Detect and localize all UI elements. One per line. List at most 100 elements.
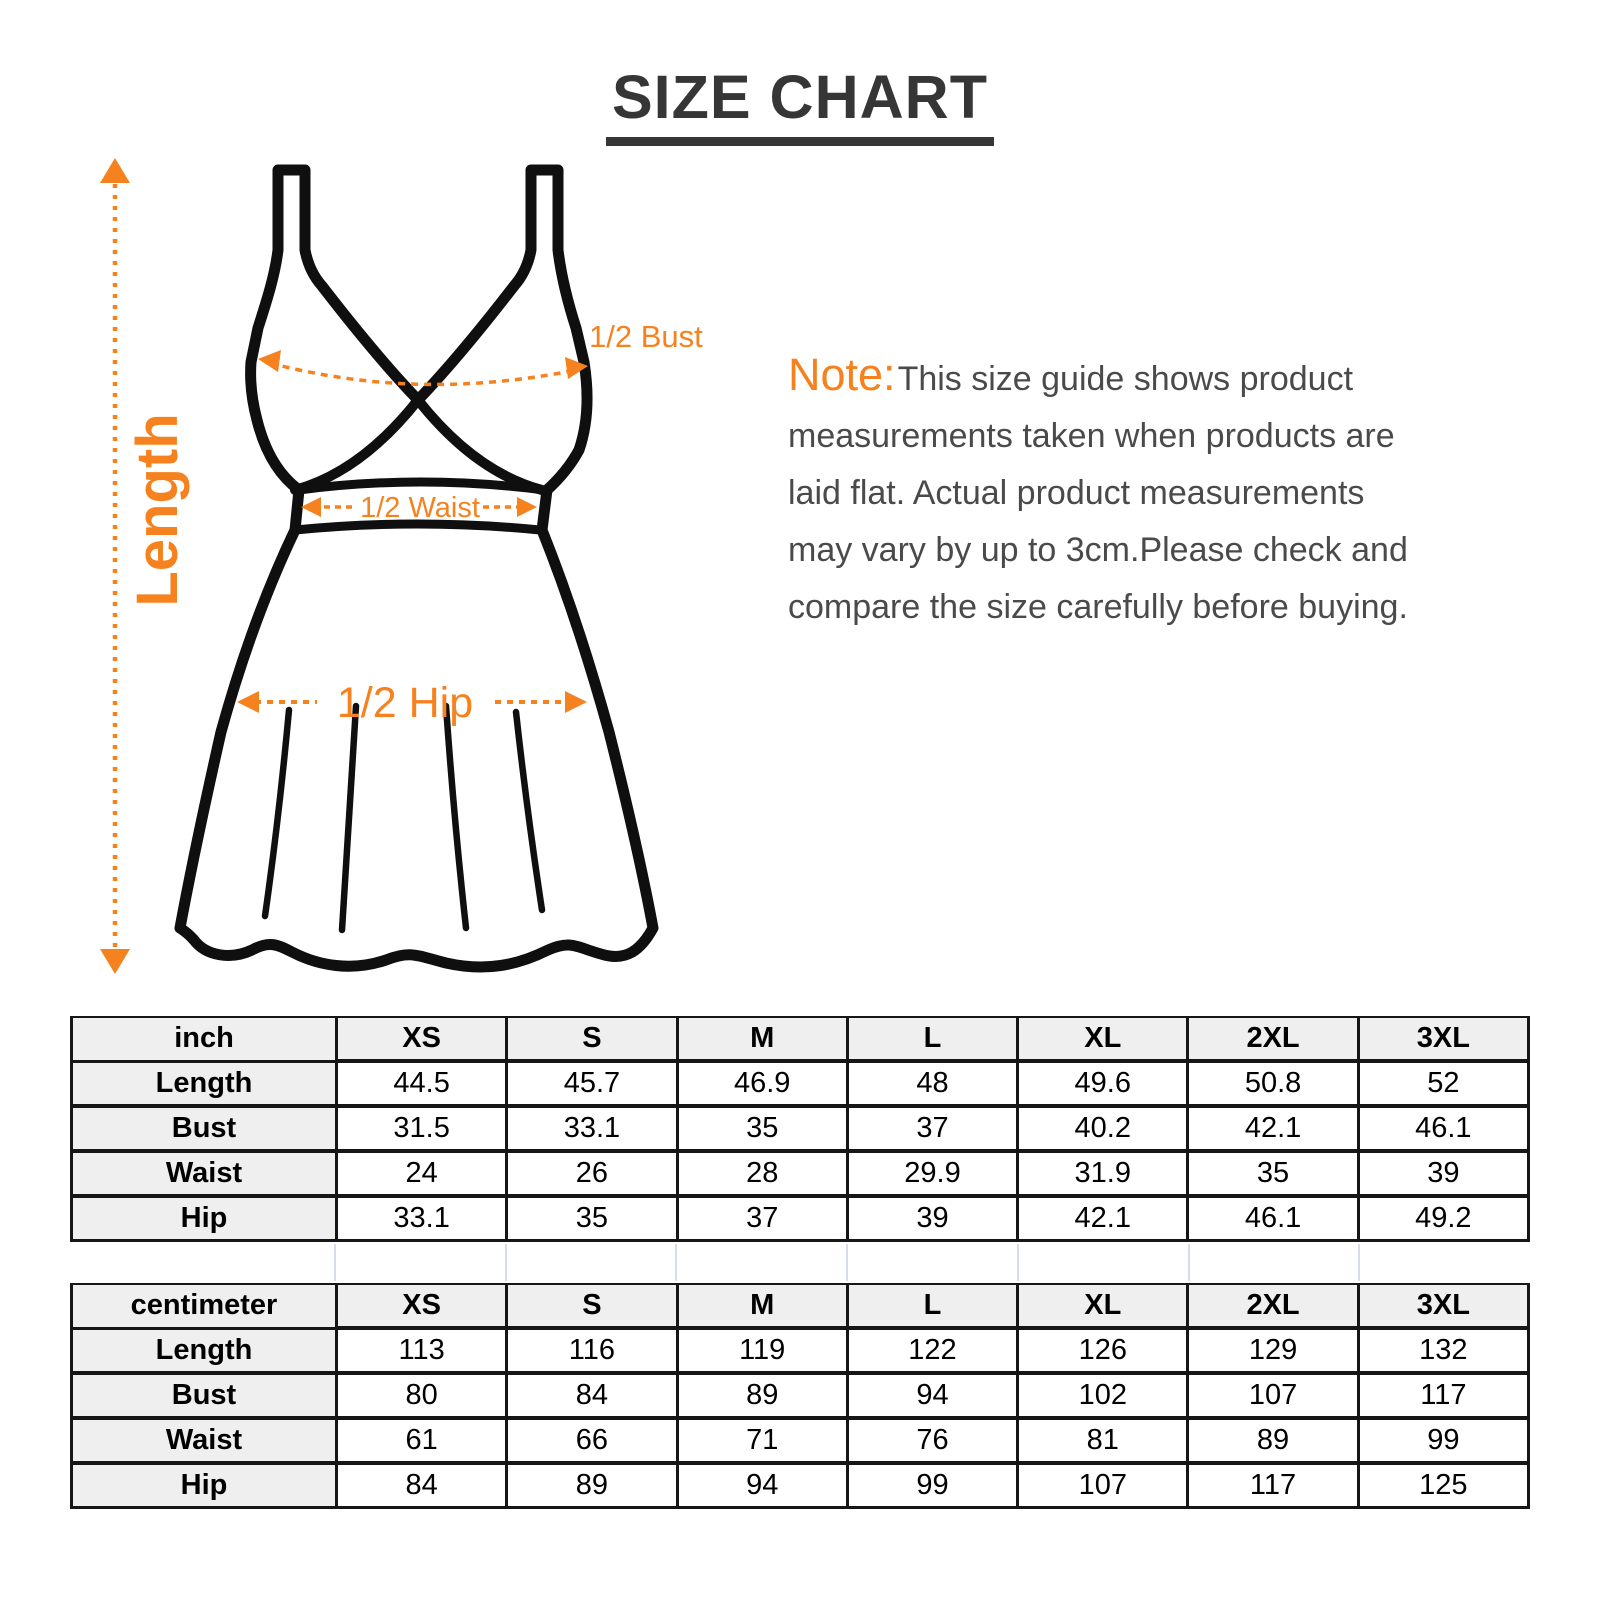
row-label-cell: Length bbox=[70, 1060, 338, 1108]
size-header-cell: XL bbox=[1016, 1283, 1190, 1330]
measurement-cell: 46.9 bbox=[675, 1059, 849, 1108]
gap-guide-line bbox=[334, 1244, 336, 1281]
row-label-cell: Bust bbox=[70, 1104, 338, 1153]
arrow-up-icon bbox=[100, 158, 130, 183]
measurement-cell: 48 bbox=[845, 1059, 1020, 1108]
arrow-down-icon bbox=[100, 949, 130, 974]
measurement-cell: 50.8 bbox=[1186, 1059, 1360, 1108]
row-label-cell: Waist bbox=[70, 1416, 338, 1465]
note-block: Note:This size guide shows product measu… bbox=[788, 346, 1548, 636]
dress-detail-lines bbox=[261, 281, 549, 934]
measurement-cell: 40.2 bbox=[1016, 1104, 1190, 1153]
measurement-cell: 29.9 bbox=[845, 1149, 1020, 1198]
measurement-cell: 113 bbox=[334, 1326, 509, 1375]
table-row: Hip 84 89 94 99 107 117 125 bbox=[70, 1461, 1531, 1509]
unit-header-cell: inch bbox=[70, 1016, 338, 1063]
measurement-cell: 89 bbox=[675, 1371, 849, 1420]
measurement-cell: 33.1 bbox=[505, 1104, 679, 1153]
arrow-right-icon bbox=[565, 357, 588, 379]
measurement-cell: 99 bbox=[845, 1461, 1020, 1509]
measurement-cell: 84 bbox=[505, 1371, 679, 1420]
skirt-pleat bbox=[512, 708, 546, 914]
size-header-cell: 3XL bbox=[1356, 1016, 1531, 1063]
arrow-left-icon bbox=[237, 691, 259, 713]
measurement-cell: 129 bbox=[1186, 1326, 1360, 1375]
measurement-cell: 99 bbox=[1356, 1416, 1531, 1465]
measurement-cell: 107 bbox=[1186, 1371, 1360, 1420]
measurement-cell: 117 bbox=[1356, 1371, 1531, 1420]
note-line: measurements taken when products are bbox=[788, 417, 1395, 455]
table-gap bbox=[70, 1244, 1530, 1281]
size-header-cell: L bbox=[845, 1283, 1020, 1330]
measurement-cell: 44.5 bbox=[334, 1059, 509, 1108]
neckline-right bbox=[290, 281, 519, 495]
measurement-cell: 33.1 bbox=[334, 1194, 509, 1242]
measurement-cell: 122 bbox=[845, 1326, 1020, 1375]
table-row: Bust 80 84 89 94 102 107 117 bbox=[70, 1371, 1531, 1420]
note-line: compare the size carefully before buying… bbox=[788, 588, 1408, 626]
measurement-cell: 132 bbox=[1356, 1326, 1531, 1375]
measurement-cell: 42.1 bbox=[1016, 1194, 1190, 1242]
arrow-right-icon bbox=[565, 691, 587, 713]
measurement-cell: 37 bbox=[845, 1104, 1020, 1153]
size-header-cell: S bbox=[505, 1283, 679, 1330]
table-row: Length 44.5 45.7 46.9 48 49.6 50.8 52 bbox=[70, 1059, 1531, 1108]
measurement-cell: 126 bbox=[1016, 1326, 1190, 1375]
measurement-cell: 107 bbox=[1016, 1461, 1190, 1509]
skirt-pleat bbox=[338, 702, 360, 934]
measurement-cell: 28 bbox=[675, 1149, 849, 1198]
measurement-cell: 35 bbox=[675, 1104, 849, 1153]
note-prefix: Note: bbox=[788, 349, 896, 400]
measurement-cell: 119 bbox=[675, 1326, 849, 1375]
table-row: Hip 33.1 35 37 39 42.1 46.1 49.2 bbox=[70, 1194, 1531, 1242]
page-title-text: SIZE CHART bbox=[606, 63, 994, 147]
row-label-cell: Waist bbox=[70, 1149, 338, 1198]
table-row: Waist 24 26 28 29.9 31.9 35 39 bbox=[70, 1149, 1531, 1198]
measurement-cell: 35 bbox=[505, 1194, 679, 1242]
arrow-left-icon bbox=[301, 497, 321, 517]
size-header-cell: 3XL bbox=[1356, 1283, 1531, 1330]
measurement-cell: 26 bbox=[505, 1149, 679, 1198]
waistband-top bbox=[294, 477, 549, 495]
measurement-cell: 116 bbox=[505, 1326, 679, 1375]
size-header-cell: M bbox=[675, 1016, 849, 1063]
arrow-left-icon bbox=[258, 350, 281, 372]
gap-guide-line bbox=[846, 1244, 849, 1281]
measurement-cell: 125 bbox=[1356, 1461, 1531, 1509]
gap-guide-line bbox=[1358, 1244, 1361, 1281]
waist-arrow bbox=[301, 497, 537, 517]
size-header-cell: XS bbox=[334, 1016, 509, 1063]
size-header-cell: XS bbox=[334, 1283, 509, 1330]
measurement-cell: 39 bbox=[1356, 1149, 1531, 1198]
measurement-cell: 94 bbox=[845, 1371, 1020, 1420]
measurement-cell: 39 bbox=[845, 1194, 1020, 1242]
measurement-cell: 76 bbox=[845, 1416, 1020, 1465]
measurement-cell: 94 bbox=[675, 1461, 849, 1509]
measurement-cell: 49.6 bbox=[1016, 1059, 1190, 1108]
measurement-cell: 89 bbox=[1186, 1416, 1360, 1465]
note-text: This size guide shows product bbox=[897, 360, 1354, 398]
gap-guide-line bbox=[1187, 1244, 1190, 1281]
table-inch: inch XS S M L XL 2XL 3XL Length 44.5 45.7 46.9 48 49.… bbox=[70, 1016, 1531, 1242]
measurement-cell: 61 bbox=[334, 1416, 509, 1465]
measurement-cell: 102 bbox=[1016, 1371, 1190, 1420]
note-line: may vary by up to 3cm.Please check and bbox=[788, 531, 1408, 569]
skirt-pleat bbox=[261, 706, 293, 920]
row-label-cell: Hip bbox=[70, 1461, 338, 1509]
table-row: Length 113 116 119 122 126 129 132 bbox=[70, 1326, 1531, 1375]
measurement-cell: 24 bbox=[334, 1149, 509, 1198]
table-row: Bust 31.5 33.1 35 37 40.2 42.1 46.1 bbox=[70, 1104, 1531, 1153]
waist-label: 1/2 Waist bbox=[360, 492, 480, 524]
measurement-cell: 37 bbox=[675, 1194, 849, 1242]
measurement-cell: 71 bbox=[675, 1416, 849, 1465]
measurement-cell: 46.1 bbox=[1356, 1104, 1531, 1153]
note-line: laid flat. Actual product measurements bbox=[788, 474, 1365, 512]
length-arrow bbox=[100, 158, 130, 974]
measurement-cell: 45.7 bbox=[505, 1059, 679, 1108]
measurement-cell: 84 bbox=[334, 1461, 509, 1509]
arrow-right-icon bbox=[517, 497, 537, 517]
size-header-cell: L bbox=[845, 1016, 1020, 1063]
gap-guide-line bbox=[504, 1244, 507, 1281]
size-header-cell: XL bbox=[1016, 1016, 1190, 1063]
